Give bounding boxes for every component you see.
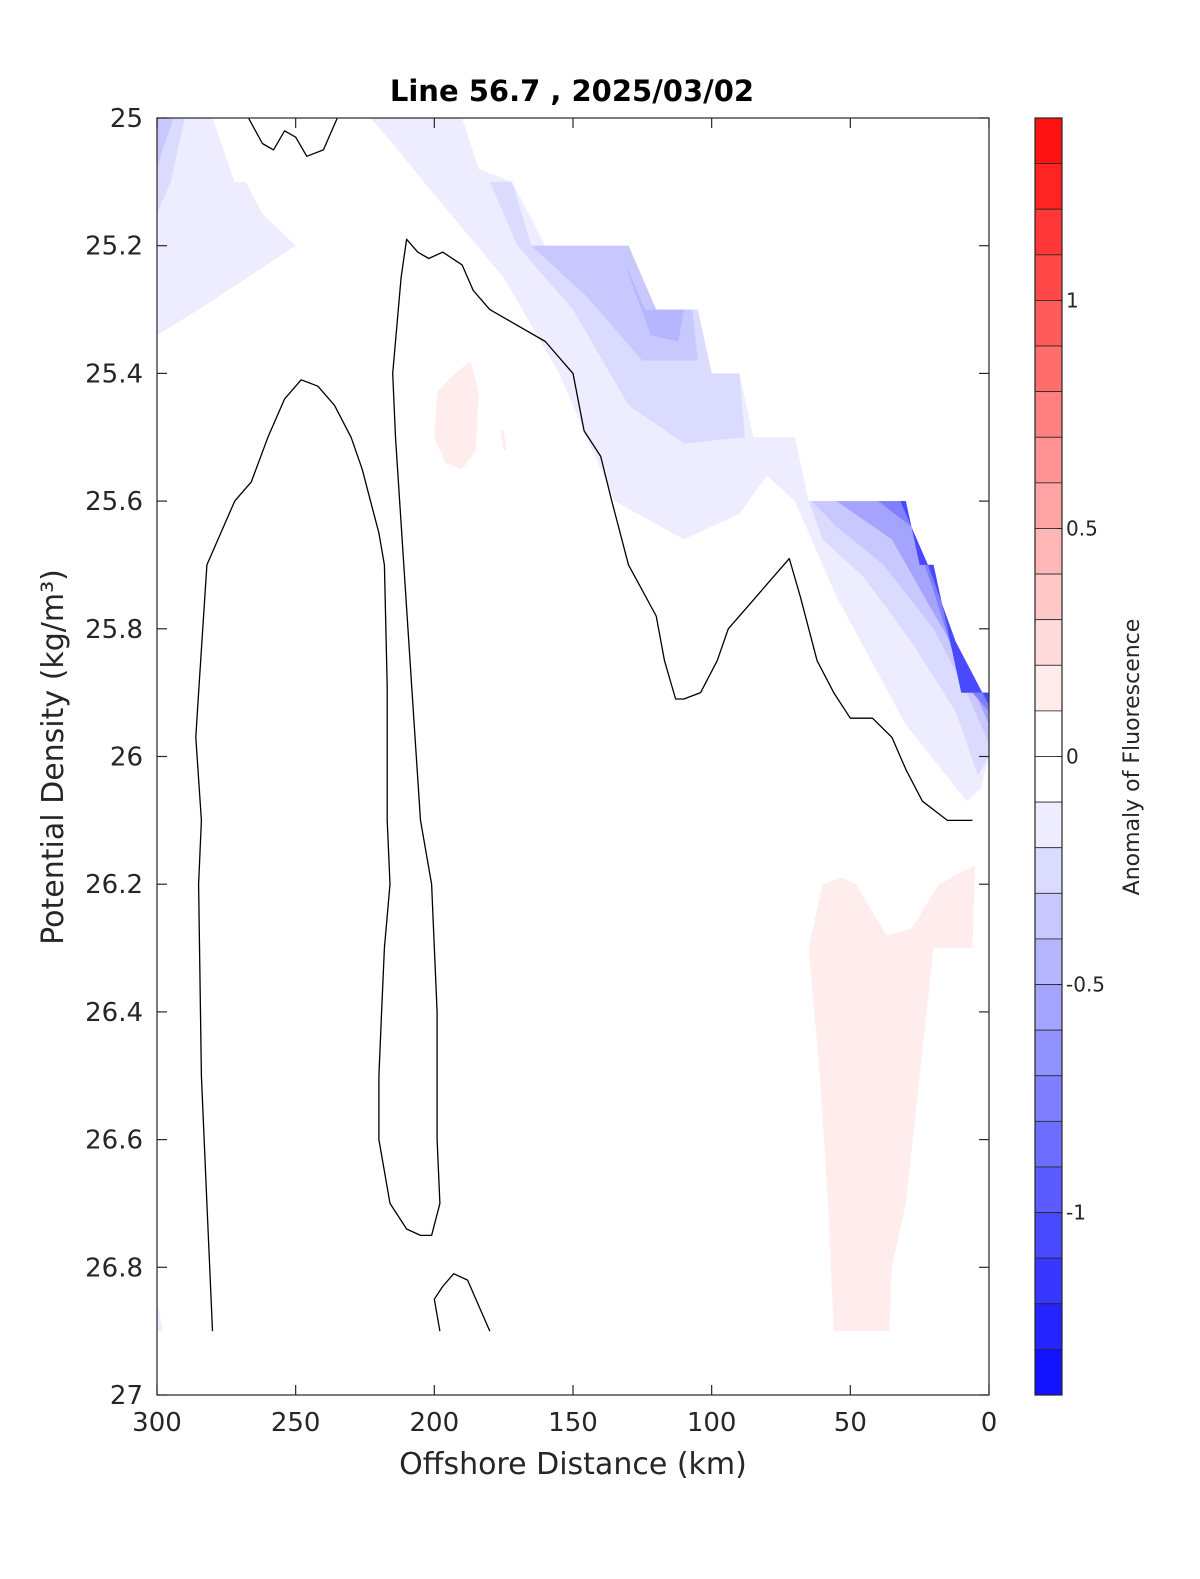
colorbar-bin xyxy=(1034,117,1063,165)
x-tick-label: 100 xyxy=(687,1408,737,1438)
colorbar-bin xyxy=(1034,573,1063,621)
colorbar-bin xyxy=(1034,619,1063,666)
contour-line-zero xyxy=(433,1273,491,1332)
colorbar-bin xyxy=(1034,528,1063,575)
contour-line-zero xyxy=(195,238,973,1332)
x-axis: 300 250 200 150 100 50 0 xyxy=(132,118,997,1438)
colorbar-bin xyxy=(1034,1075,1063,1122)
filled-region xyxy=(157,118,174,170)
y-tick-label: 26.6 xyxy=(85,1126,143,1156)
colorbar-bin xyxy=(1034,1029,1063,1077)
y-tick-label: 26.8 xyxy=(85,1253,143,1283)
colorbar-bin xyxy=(1034,847,1063,894)
colorbar-bin xyxy=(1034,801,1063,849)
colorbar-tick-label: 1 xyxy=(1066,288,1079,312)
filled-region xyxy=(370,118,989,802)
x-tick-label: 50 xyxy=(834,1408,867,1438)
colorbar-bin xyxy=(1034,984,1063,1031)
colorbar-bin xyxy=(1034,1303,1063,1350)
filled-region xyxy=(157,118,296,336)
x-tick-label: 150 xyxy=(548,1408,598,1438)
colorbar-tick-label: 0 xyxy=(1066,745,1079,769)
colorbar-bin xyxy=(1034,892,1063,940)
colorbar-bin xyxy=(1034,1257,1063,1305)
x-tick-label: 0 xyxy=(981,1408,998,1438)
colorbar-bin xyxy=(1034,1348,1063,1396)
colorbar-bin xyxy=(1034,1212,1063,1259)
colorbar-bin xyxy=(1034,1120,1063,1168)
x-axis-label: Offshore Distance (km) xyxy=(399,1447,747,1482)
colorbar-bin xyxy=(1034,1166,1063,1213)
chart-title: Line 56.7 , 2025/03/02 xyxy=(390,74,754,108)
y-tick-label: 25.2 xyxy=(85,232,143,262)
filled-region xyxy=(157,1299,163,1332)
colorbar-bin xyxy=(1034,710,1063,757)
y-tick-label: 25.6 xyxy=(85,487,143,517)
y-tick-label: 25 xyxy=(110,104,143,134)
filled-region xyxy=(900,501,989,706)
y-tick-label: 26.2 xyxy=(85,870,143,900)
plot-area xyxy=(156,117,990,1396)
colorbar-bin xyxy=(1034,391,1063,438)
y-tick-label: 26.4 xyxy=(85,998,143,1028)
colorbar-label: Anomaly of Fluorescence xyxy=(1120,619,1145,896)
colorbar-bin xyxy=(1034,300,1063,347)
colorbar-bin xyxy=(1034,436,1063,484)
colorbar-bin xyxy=(1034,254,1063,301)
filled-region xyxy=(434,360,479,470)
filled-contours xyxy=(157,118,989,1332)
colorbar: 1 0.5 0 -0.5 -1 xyxy=(1034,117,1105,1396)
colorbar-bin xyxy=(1034,756,1063,803)
y-tick-label: 25.8 xyxy=(85,615,143,645)
colorbar-tick-label: 0.5 xyxy=(1066,516,1098,540)
filled-region xyxy=(808,865,976,1332)
colorbar-bin xyxy=(1034,482,1063,529)
y-axis: 25 25.2 25.4 25.6 25.8 26 26.2 26.4 26.6 26.8 27 xyxy=(85,104,989,1411)
colorbar-bin xyxy=(1034,345,1063,393)
filled-region xyxy=(500,430,507,450)
colorbar-bin xyxy=(1034,664,1063,712)
filled-region xyxy=(836,501,989,725)
contour-lines xyxy=(195,117,973,1332)
x-tick-label: 300 xyxy=(132,1408,182,1438)
x-tick-label: 200 xyxy=(410,1408,460,1438)
y-tick-label: 27 xyxy=(110,1381,143,1411)
colorbar-tick-label: -0.5 xyxy=(1066,973,1105,997)
filled-region xyxy=(622,258,684,342)
y-axis-label: Potential Density (kg/m³) xyxy=(36,569,71,945)
colorbar-bin xyxy=(1034,938,1063,985)
x-tick-label: 250 xyxy=(271,1408,321,1438)
colorbar-tick-label: -1 xyxy=(1066,1201,1086,1225)
colorbar-bin xyxy=(1034,208,1063,256)
y-tick-label: 26 xyxy=(110,743,143,773)
y-tick-label: 25.4 xyxy=(85,359,143,389)
colorbar-bin xyxy=(1034,163,1063,210)
contour-line-zero xyxy=(247,117,338,157)
